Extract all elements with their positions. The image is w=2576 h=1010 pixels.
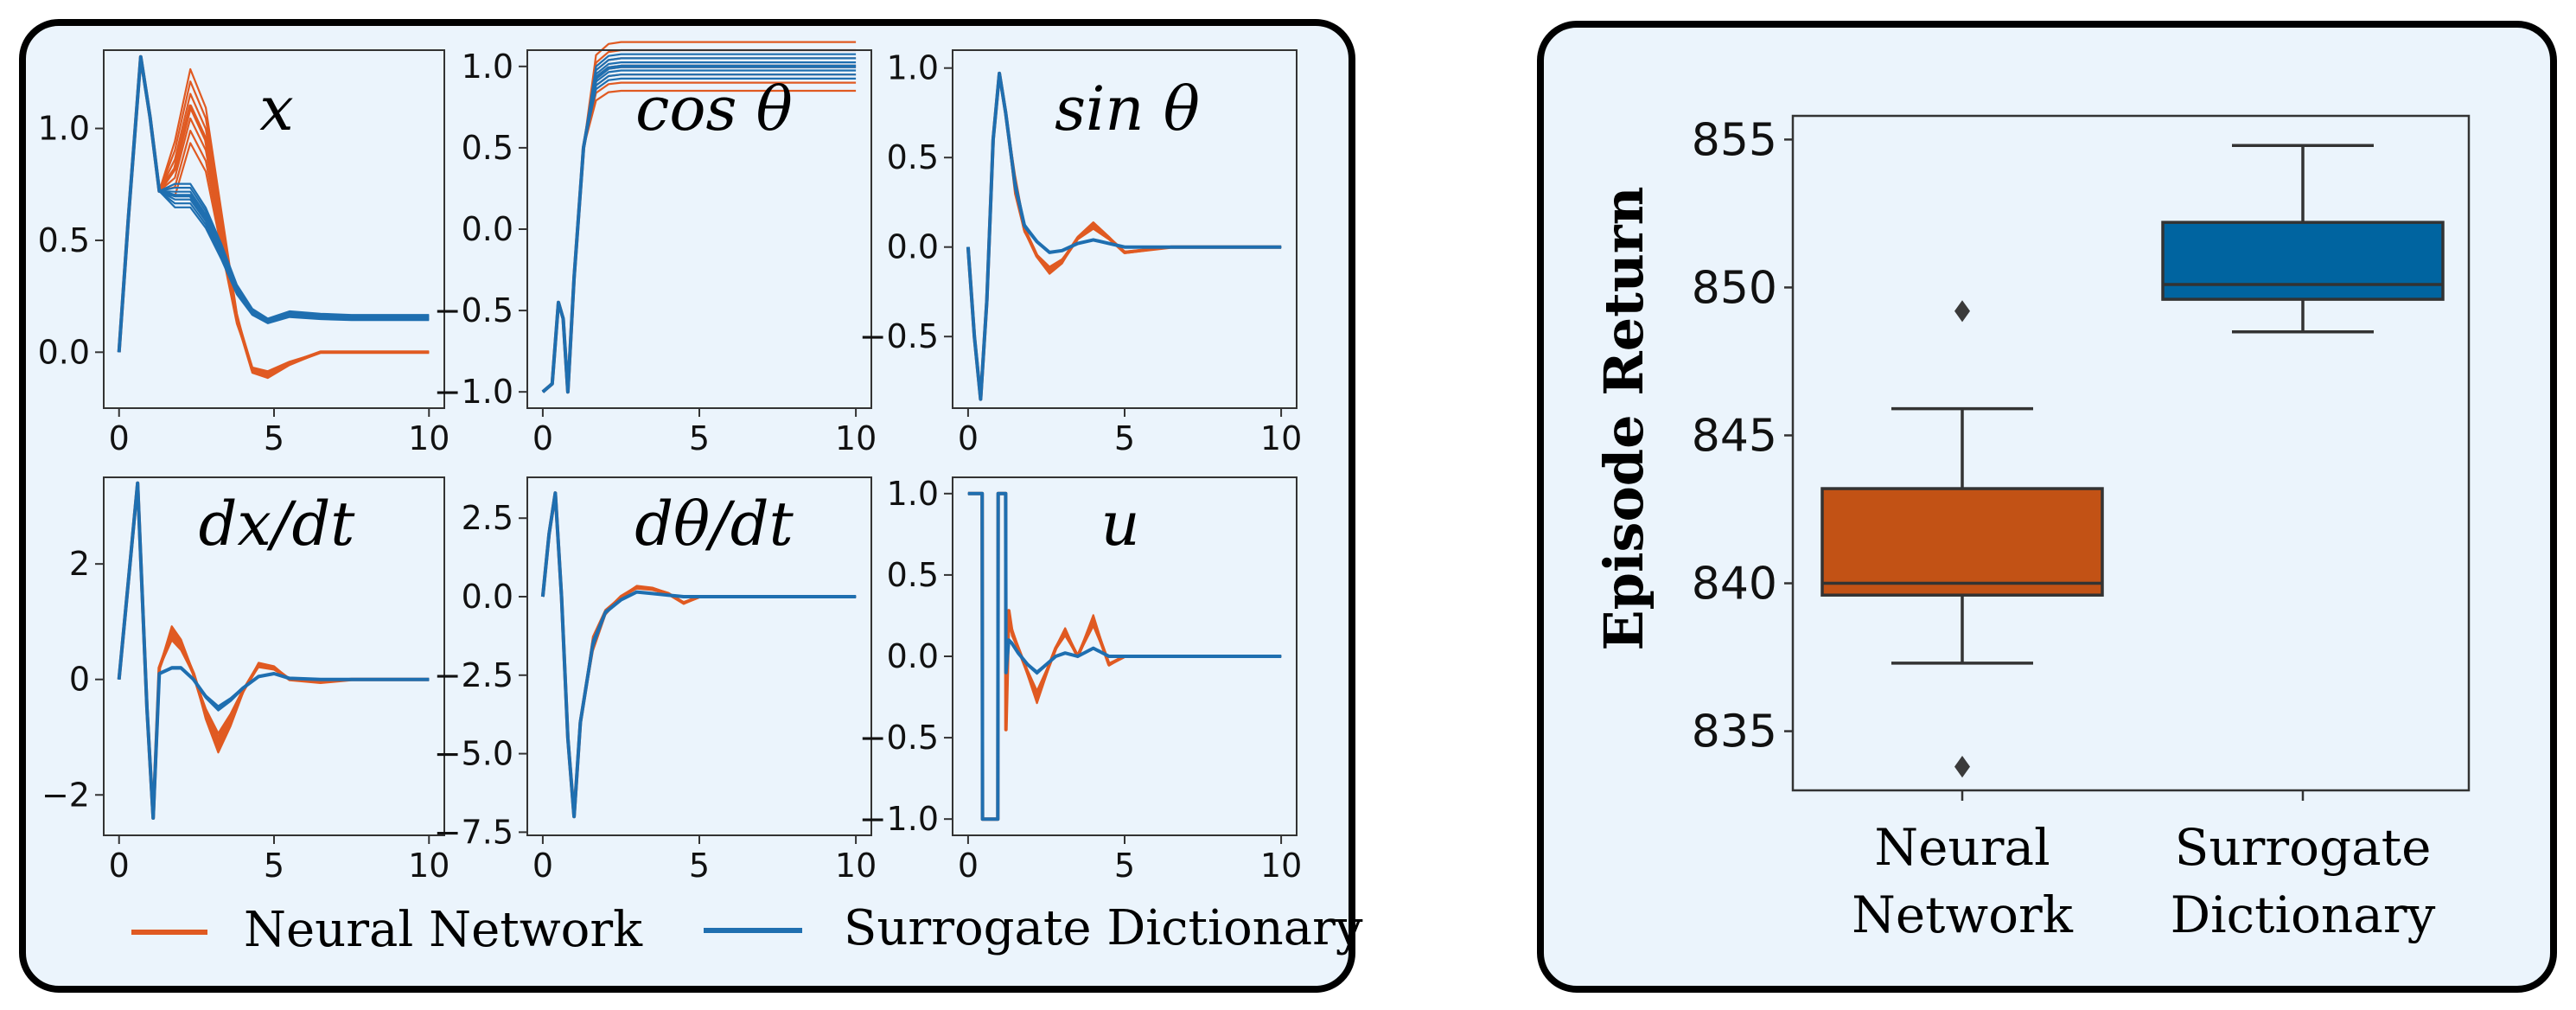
y-tick-label: −0.5 — [434, 291, 513, 329]
x-tick-label: 0 — [958, 419, 979, 457]
x-tick-label: 0 — [958, 847, 979, 885]
x-tick-label: 10 — [408, 847, 450, 885]
y-tick-label: 0.5 — [887, 138, 939, 176]
legend: Neural Network Surrogate Dictionary — [131, 900, 1363, 958]
box-iqr — [2161, 221, 2445, 301]
series-line-surrogate-dictionary — [967, 492, 1282, 821]
series-line-surrogate-dictionary — [541, 492, 857, 818]
box-surrogate-dictionary: Surrogate Dictionary — [2161, 144, 2445, 944]
box-iqr — [1820, 487, 2104, 597]
y-tick-label: −0.5 — [859, 719, 939, 757]
y-tick-label: 0.0 — [462, 210, 513, 248]
x-tick-label: 0 — [532, 847, 553, 885]
y-tick-label: 1.0 — [887, 475, 939, 513]
y-tick-label: 2 — [69, 545, 90, 583]
subplot-4: 0 5 10 −2 0 2 dx/dt — [41, 476, 450, 885]
subplot-2: 0 5 10 −1.0 −0.5 0.0 0.5 1.0 cos θ — [434, 41, 877, 457]
category-label: Neural — [1874, 818, 2050, 877]
subplot-title: sin θ — [1055, 74, 1200, 144]
subplot-title: dθ/dt — [634, 489, 794, 559]
x-tick-label: 5 — [689, 419, 710, 457]
x-tick-label: 5 — [1114, 847, 1135, 885]
subplot-6: 0 5 10 −1.0 −0.5 0.0 0.5 1.0 u — [859, 475, 1303, 885]
y-tick-label: 1.0 — [462, 48, 513, 86]
x-tick-label: 5 — [264, 419, 284, 457]
x-tick-label: 10 — [1260, 419, 1302, 457]
category-label: Dictionary — [2171, 885, 2436, 944]
y-tick-label: 850 — [1692, 262, 1777, 314]
y-tick-label: −2 — [41, 776, 90, 814]
subplot-5: 0 5 10 −7.5 −5.0 −2.5 0.0 2.5 dθ/dt — [434, 476, 877, 885]
boxplot-episode-return: 835 840 845 850 855 Neural Network Surrogate Dic… — [1592, 114, 2471, 944]
x-tick-label: 10 — [408, 419, 450, 457]
series-line-surrogate-dictionary — [966, 72, 1282, 400]
y-tick-label: 835 — [1692, 706, 1777, 758]
subplot-title: cos θ — [635, 74, 793, 144]
left-figure-panel — [19, 19, 1355, 993]
y-tick-label: 0 — [69, 661, 90, 699]
x-tick-label: 0 — [109, 847, 130, 885]
series-line-surrogate-dictionary — [118, 55, 430, 353]
category-label: Network — [1852, 885, 2074, 944]
boxplot-axes-frame — [1791, 114, 2471, 792]
x-tick-label: 5 — [264, 847, 284, 885]
y-tick-label: 0.0 — [887, 228, 939, 266]
outlier-point — [1954, 756, 1970, 778]
x-tick-label: 0 — [532, 419, 553, 457]
y-tick-label: 855 — [1692, 114, 1777, 166]
series-line-surrogate-dictionary — [542, 53, 857, 393]
y-tick-label: −7.5 — [434, 813, 513, 851]
legend-label-surrogate-dictionary: Surrogate Dictionary — [844, 900, 1363, 956]
y-tick-label: 0.0 — [462, 578, 513, 616]
y-tick-label: 840 — [1692, 559, 1777, 610]
subplot-title: dx/dt — [199, 489, 356, 559]
x-tick-label: 5 — [689, 847, 710, 885]
box-neural-network: Neural Network — [1820, 300, 2104, 944]
category-label: Surrogate — [2175, 818, 2432, 877]
y-tick-label: −2.5 — [434, 656, 513, 694]
subplot-title: x — [259, 74, 293, 144]
x-tick-label: 0 — [109, 419, 130, 457]
x-tick-label: 10 — [835, 419, 877, 457]
y-tick-label: 0.0 — [887, 637, 939, 675]
line-plots-grid: 0 5 10 0.0 0.5 1.0 x 0 5 10 −1.0 −0.5 0.0 0.5 1.0 cos θ… — [38, 41, 1303, 885]
series-line-surrogate-dictionary — [118, 482, 430, 820]
subplot-3: 0 5 10 −0.5 0.0 0.5 1.0 sin θ — [859, 49, 1303, 457]
y-axis-label: Episode Return — [1592, 186, 1655, 650]
y-tick-label: 1.0 — [38, 110, 90, 148]
legend-label-neural-network: Neural Network — [244, 902, 643, 958]
y-tick-label: −5.0 — [434, 735, 513, 773]
x-tick-label: 10 — [1260, 847, 1302, 885]
y-tick-label: 0.5 — [887, 556, 939, 594]
y-tick-label: 845 — [1692, 410, 1777, 462]
y-tick-label: 0.0 — [38, 333, 90, 371]
y-tick-label: 0.5 — [462, 129, 513, 167]
y-tick-label: −1.0 — [859, 800, 939, 838]
x-tick-label: 10 — [835, 847, 877, 885]
outlier-point — [1954, 300, 1970, 323]
subplot-title: u — [1100, 489, 1139, 559]
y-tick-label: 2.5 — [462, 499, 513, 537]
y-tick-label: 0.5 — [38, 221, 90, 259]
x-tick-label: 5 — [1114, 419, 1135, 457]
y-tick-label: −1.0 — [434, 373, 513, 411]
subplot-1: 0 5 10 0.0 0.5 1.0 x — [38, 49, 450, 457]
y-tick-label: −0.5 — [859, 317, 939, 355]
y-tick-label: 1.0 — [887, 49, 939, 87]
